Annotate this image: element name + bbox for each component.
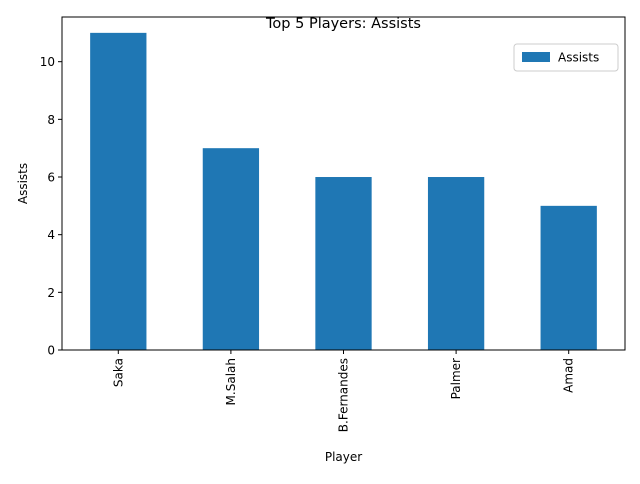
y-tick-label: 0 [47, 344, 55, 358]
y-tick-label: 8 [47, 113, 55, 127]
bar [540, 205, 597, 350]
bar [202, 148, 260, 350]
x-tick-label: B.Fernandes [337, 358, 351, 432]
y-tick-label: 4 [47, 228, 55, 242]
y-tick-label: 2 [47, 286, 55, 300]
chart-title: Top 5 Players: Assists [265, 16, 421, 32]
legend-swatch [522, 52, 550, 62]
bar [90, 32, 147, 350]
legend: Assists [513, 43, 619, 72]
legend-frame [513, 43, 619, 72]
x-tick-label: Amad [562, 358, 576, 393]
y-axis-ticks: 0 2 4 6 8 10 [40, 55, 62, 358]
legend-label: Assists [558, 51, 599, 65]
bars-layer [90, 32, 597, 350]
bar [427, 177, 485, 350]
x-tick-label: Palmer [449, 358, 463, 399]
y-axis-label: Assists [16, 163, 30, 204]
x-axis-ticks: Saka M.Salah B.Fernandes Palmer Amad [111, 350, 576, 432]
x-tick-label: M.Salah [224, 358, 238, 405]
bar [315, 177, 372, 350]
x-tick-label: Saka [111, 358, 125, 387]
y-tick-label: 6 [47, 171, 55, 185]
y-tick-label: 10 [40, 55, 55, 69]
x-axis-label: Player [325, 450, 362, 464]
